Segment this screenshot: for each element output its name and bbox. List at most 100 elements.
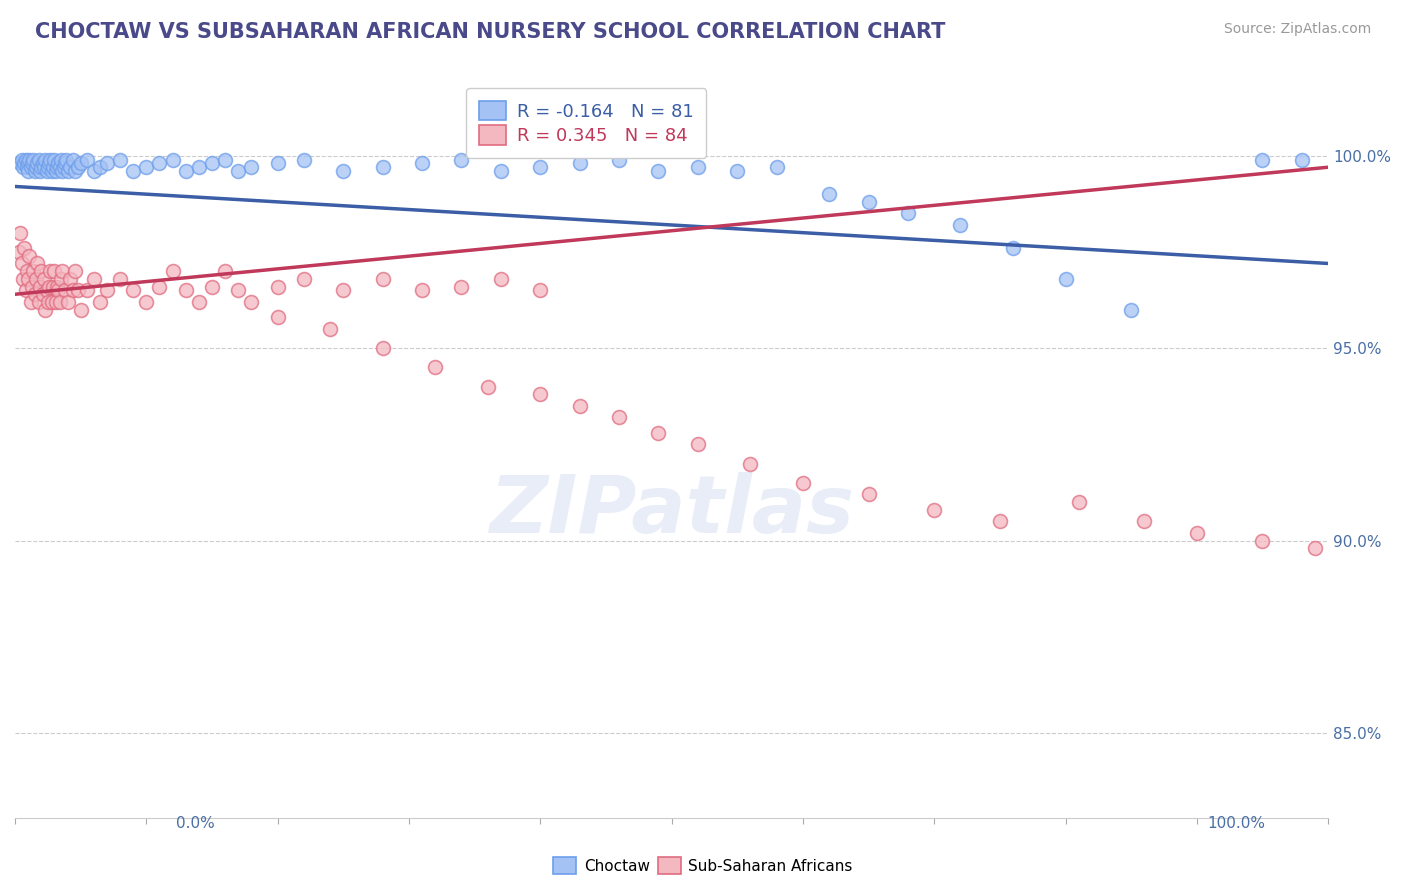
Point bbox=[69, 302, 91, 317]
Point bbox=[477, 380, 499, 394]
Point bbox=[371, 160, 394, 174]
Legend: Choctaw, Sub-Saharan Africans: Choctaw, Sub-Saharan Africans bbox=[547, 851, 859, 880]
Point bbox=[66, 160, 89, 174]
Text: 0.0%: 0.0% bbox=[176, 816, 215, 831]
Point bbox=[647, 164, 669, 178]
Point bbox=[62, 153, 84, 167]
Point bbox=[37, 295, 59, 310]
Point bbox=[37, 160, 59, 174]
Point bbox=[49, 272, 72, 286]
Point bbox=[27, 295, 49, 310]
Point bbox=[59, 160, 82, 174]
Point bbox=[25, 272, 48, 286]
Point bbox=[214, 153, 236, 167]
Point bbox=[425, 360, 447, 375]
Point bbox=[686, 160, 709, 174]
Point bbox=[11, 272, 34, 286]
Point bbox=[450, 153, 472, 167]
Point bbox=[21, 156, 44, 170]
Point bbox=[59, 272, 82, 286]
Point bbox=[489, 272, 512, 286]
Point bbox=[65, 264, 87, 278]
Point bbox=[38, 279, 60, 293]
Point bbox=[148, 279, 170, 293]
Point bbox=[818, 187, 841, 202]
Point bbox=[226, 284, 249, 298]
Point bbox=[48, 295, 70, 310]
Point bbox=[34, 302, 56, 317]
Point bbox=[1303, 541, 1326, 556]
Point bbox=[25, 160, 48, 174]
Point bbox=[83, 272, 105, 286]
Point bbox=[69, 156, 91, 170]
Point bbox=[24, 164, 46, 178]
Point bbox=[46, 284, 69, 298]
Point bbox=[568, 156, 591, 170]
Point bbox=[568, 399, 591, 413]
Point bbox=[8, 156, 31, 170]
Point bbox=[686, 437, 709, 451]
Point bbox=[52, 160, 75, 174]
Point bbox=[949, 218, 972, 232]
Point bbox=[62, 284, 84, 298]
Point bbox=[20, 295, 42, 310]
Point bbox=[292, 272, 315, 286]
Point bbox=[35, 164, 58, 178]
Point bbox=[39, 153, 62, 167]
Point bbox=[56, 295, 79, 310]
Point bbox=[51, 264, 73, 278]
Point bbox=[7, 244, 30, 259]
Point bbox=[148, 156, 170, 170]
Point bbox=[18, 153, 41, 167]
Point bbox=[266, 156, 288, 170]
Point bbox=[411, 156, 433, 170]
Point bbox=[48, 160, 70, 174]
Point bbox=[922, 503, 945, 517]
Point bbox=[22, 153, 45, 167]
Point bbox=[162, 264, 184, 278]
Point bbox=[31, 156, 53, 170]
Point bbox=[725, 164, 748, 178]
Text: Source: ZipAtlas.com: Source: ZipAtlas.com bbox=[1223, 22, 1371, 37]
Point bbox=[32, 160, 55, 174]
Point bbox=[162, 153, 184, 167]
Point bbox=[10, 256, 32, 270]
Point bbox=[11, 160, 34, 174]
Point bbox=[27, 156, 49, 170]
Point bbox=[792, 475, 814, 490]
Point bbox=[24, 287, 46, 301]
Point bbox=[56, 164, 79, 178]
Point bbox=[83, 164, 105, 178]
Point bbox=[1185, 526, 1208, 541]
Point bbox=[42, 279, 65, 293]
Point bbox=[27, 256, 49, 270]
Point bbox=[187, 160, 209, 174]
Point bbox=[53, 156, 76, 170]
Point bbox=[858, 194, 880, 209]
Point bbox=[30, 264, 52, 278]
Point bbox=[28, 279, 51, 293]
Point bbox=[65, 164, 87, 178]
Point bbox=[38, 156, 60, 170]
Point bbox=[1054, 272, 1077, 286]
Point bbox=[292, 153, 315, 167]
Point bbox=[76, 153, 98, 167]
Point bbox=[51, 164, 73, 178]
Point bbox=[332, 164, 354, 178]
Point bbox=[266, 279, 288, 293]
Point bbox=[489, 164, 512, 178]
Point bbox=[740, 457, 762, 471]
Legend: R = -0.164   N = 81, R = 0.345   N = 84: R = -0.164 N = 81, R = 0.345 N = 84 bbox=[467, 88, 706, 158]
Point bbox=[1133, 515, 1156, 529]
Point bbox=[14, 284, 37, 298]
Point bbox=[89, 160, 111, 174]
Point bbox=[1291, 153, 1313, 167]
Point bbox=[1067, 495, 1090, 509]
Point bbox=[14, 153, 37, 167]
Point bbox=[46, 160, 69, 174]
Point bbox=[201, 279, 224, 293]
Point bbox=[20, 160, 42, 174]
Point bbox=[988, 515, 1011, 529]
Text: 100.0%: 100.0% bbox=[1208, 816, 1265, 831]
Point bbox=[39, 264, 62, 278]
